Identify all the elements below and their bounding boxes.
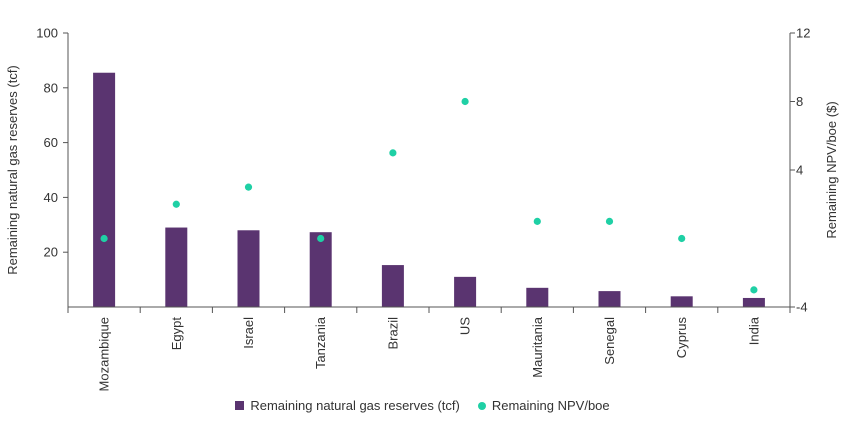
y2-tick-label: -4 [796,300,808,315]
bar [381,265,404,307]
x-tick-label: US [458,317,473,335]
bar [670,296,693,307]
x-tick-label: Cyprus [674,317,689,359]
x-tick-label: Israel [241,317,256,349]
x-tick-label: Mozambique [97,317,112,391]
scatter-point [678,234,686,243]
bar [93,72,116,307]
y2-tick-label: 12 [796,26,810,41]
legend-label-reserves: Remaining natural gas reserves (tcf) [250,398,460,413]
scatter-point [605,217,614,225]
y2-tick-label: 4 [796,163,803,178]
bar [309,232,332,307]
y-tick-label: 60 [44,135,58,150]
y-tick-label: 100 [36,26,58,41]
legend-item-reserves: Remaining natural gas reserves (tcf) [235,398,460,413]
y2-axis-title: Remaining NPV/boe ($) [824,101,839,238]
bar [598,291,621,307]
legend-label-npv: Remaining NPV/boe [491,398,610,413]
y-tick-label: 20 [44,245,58,260]
scatter-point [389,149,397,157]
legend-swatch-dot [477,401,486,410]
axes-layer: 20 40 60 80 100 -4 4 8 12 Mozambique Egypt Israel Ta… [36,26,810,392]
scatter-point [244,183,253,191]
bars-layer [93,72,765,307]
bar [526,287,549,307]
x-tick-label: Mauritania [530,316,545,377]
x-tick-label: Egypt [169,317,184,351]
x-tick-label: Tanzania [313,316,328,369]
x-tick-label: Senegal [602,317,617,365]
y-axis-title: Remaining natural gas reserves (tcf) [5,65,20,275]
scatter-point [172,200,180,208]
x-tick-label: India [746,316,761,345]
bar [237,230,260,307]
bar [742,297,765,307]
bar [454,276,477,307]
scatter-point [317,234,325,243]
dots-layer [100,97,758,294]
y-tick-label: 80 [44,80,58,95]
legend-swatch-bar [235,401,245,410]
x-tick-label: Brazil [385,317,400,350]
legend: Remaining natural gas reserves (tcf) Rem… [0,398,845,413]
scatter-point [461,97,469,106]
y2-tick-label: 8 [796,94,803,109]
y-tick-label: 40 [44,190,58,205]
scatter-point [100,234,108,243]
bar [165,227,188,307]
legend-item-npv: Remaining NPV/boe [477,398,610,413]
scatter-point [750,286,758,294]
scatter-point [533,217,541,225]
